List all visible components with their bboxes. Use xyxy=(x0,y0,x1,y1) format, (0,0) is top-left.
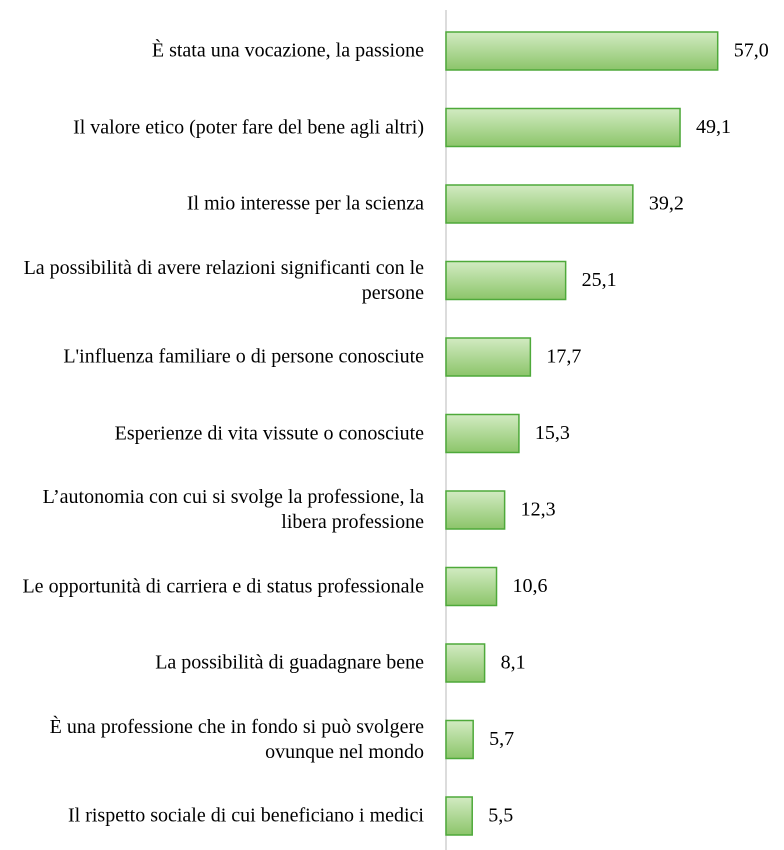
value-label: 49,1 xyxy=(696,116,731,138)
bar xyxy=(445,719,474,760)
category-label: È una professione che in fondo si può sv… xyxy=(49,715,424,763)
category-label: È stata una vocazione, la passione xyxy=(151,39,424,62)
category-label: Le opportunità di carriera e di status p… xyxy=(22,575,424,597)
category-label: Il mio interesse per la scienza xyxy=(186,192,424,215)
value-label: 25,1 xyxy=(582,269,617,291)
bar xyxy=(445,413,520,454)
value-label: 17,7 xyxy=(546,346,581,368)
category-label: Il rispetto sociale di cui beneficiano i… xyxy=(68,804,424,827)
category-label: Esperienze di vita vissute o conosciute xyxy=(114,422,424,444)
value-label: 39,2 xyxy=(649,193,684,215)
bar xyxy=(445,643,486,683)
bar xyxy=(445,184,634,224)
bar xyxy=(445,490,506,530)
bar xyxy=(445,796,473,836)
value-label: 5,7 xyxy=(489,728,514,750)
category-label: La possibilità di guadagnare bene xyxy=(155,651,424,674)
category-label: La possibilità di avere relazioni signif… xyxy=(23,256,424,304)
value-label: 8,1 xyxy=(501,652,526,674)
category-label: L’autonomia con cui si svolge la profess… xyxy=(42,486,424,533)
bar xyxy=(445,566,498,607)
category-label: Il valore etico (poter fare del bene agl… xyxy=(73,116,424,138)
value-label: 5,5 xyxy=(488,805,513,827)
bar xyxy=(445,31,719,71)
value-label: 10,6 xyxy=(513,575,548,597)
bar xyxy=(445,337,532,377)
bar xyxy=(445,107,681,148)
bar xyxy=(445,260,567,301)
value-label: 57,0 xyxy=(734,40,769,62)
category-label: L'influenza familiare o di persone conos… xyxy=(63,345,424,368)
value-label: 12,3 xyxy=(521,499,556,521)
value-label: 15,3 xyxy=(535,422,570,444)
